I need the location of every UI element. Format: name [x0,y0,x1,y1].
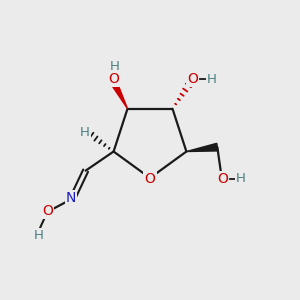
Text: N: N [66,191,76,205]
Text: H: H [236,172,246,185]
Text: H: H [80,126,90,139]
Polygon shape [108,76,128,109]
Text: O: O [108,72,119,86]
Text: H: H [207,73,217,86]
Text: O: O [217,172,228,186]
Text: H: H [109,60,119,73]
Text: O: O [187,72,198,86]
Text: H: H [34,229,44,242]
Text: O: O [145,172,155,186]
Text: O: O [42,204,53,218]
Polygon shape [186,143,218,152]
